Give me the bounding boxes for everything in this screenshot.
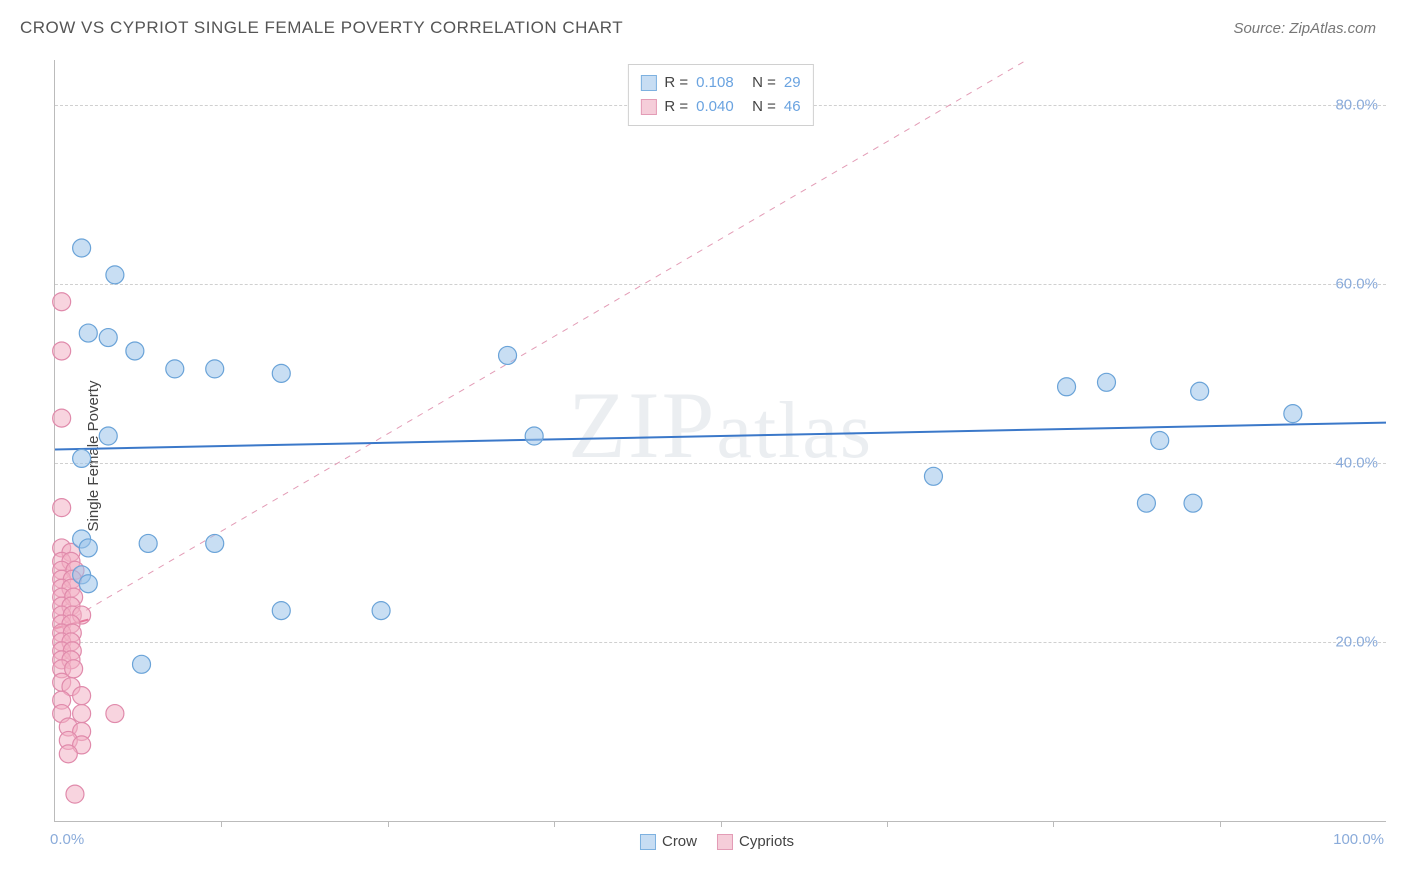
point-cypriots [59, 745, 77, 763]
n-label: N = [752, 71, 776, 95]
scatter-svg [55, 60, 1386, 821]
legend-row-crow: R = 0.108 N = 29 [640, 71, 800, 95]
legend-label-cypriots: Cypriots [739, 833, 794, 850]
legend-row-cypriots: R = 0.040 N = 46 [640, 95, 800, 119]
legend-label-crow: Crow [662, 833, 697, 850]
swatch-cypriots-icon [640, 99, 656, 115]
point-cypriots [106, 705, 124, 723]
point-crow [73, 239, 91, 257]
legend-item-cypriots: Cypriots [717, 833, 794, 850]
x-axis-min-label: 0.0% [50, 831, 84, 848]
crow-n-value: 29 [784, 71, 801, 95]
point-crow [1097, 373, 1115, 391]
point-crow [99, 427, 117, 445]
legend-item-crow: Crow [640, 833, 697, 850]
point-crow [206, 360, 224, 378]
point-cypriots [53, 293, 71, 311]
crow-r-value: 0.108 [696, 71, 744, 95]
point-crow [126, 342, 144, 360]
point-cypriots [53, 409, 71, 427]
point-crow [1284, 405, 1302, 423]
point-crow [1058, 378, 1076, 396]
point-crow [1137, 494, 1155, 512]
x-axis-max-label: 100.0% [1333, 831, 1384, 848]
correlation-legend: R = 0.108 N = 29 R = 0.040 N = 46 [627, 64, 813, 126]
point-crow [1191, 382, 1209, 400]
swatch-cypriots-icon [717, 834, 733, 850]
point-crow [206, 534, 224, 552]
point-crow [73, 449, 91, 467]
point-crow [79, 575, 97, 593]
r-label: R = [664, 71, 688, 95]
chart-title: CROW VS CYPRIOT SINGLE FEMALE POVERTY CO… [20, 18, 623, 38]
series-legend: Crow Cypriots [640, 833, 794, 850]
point-crow [272, 602, 290, 620]
point-crow [139, 534, 157, 552]
point-crow [924, 467, 942, 485]
point-crow [99, 329, 117, 347]
point-crow [79, 539, 97, 557]
chart-area: Single Female Poverty ZIPatlas R = 0.108… [48, 60, 1386, 852]
point-crow [1184, 494, 1202, 512]
cypriots-r-value: 0.040 [696, 95, 744, 119]
point-cypriots [66, 785, 84, 803]
point-crow [525, 427, 543, 445]
point-crow [166, 360, 184, 378]
chart-header: CROW VS CYPRIOT SINGLE FEMALE POVERTY CO… [0, 0, 1406, 48]
point-cypriots [53, 499, 71, 517]
point-cypriots [73, 705, 91, 723]
r-label: R = [664, 95, 688, 119]
point-cypriots [73, 687, 91, 705]
plot-region: ZIPatlas R = 0.108 N = 29 R = 0.040 N = … [54, 60, 1386, 822]
swatch-crow-icon [640, 75, 656, 91]
cypriots-n-value: 46 [784, 95, 801, 119]
point-crow [272, 364, 290, 382]
n-label: N = [752, 95, 776, 119]
point-crow [1151, 432, 1169, 450]
swatch-crow-icon [640, 834, 656, 850]
point-crow [106, 266, 124, 284]
chart-source: Source: ZipAtlas.com [1233, 20, 1376, 37]
point-cypriots [53, 342, 71, 360]
point-crow [372, 602, 390, 620]
point-crow [499, 346, 517, 364]
point-crow [133, 655, 151, 673]
point-crow [79, 324, 97, 342]
